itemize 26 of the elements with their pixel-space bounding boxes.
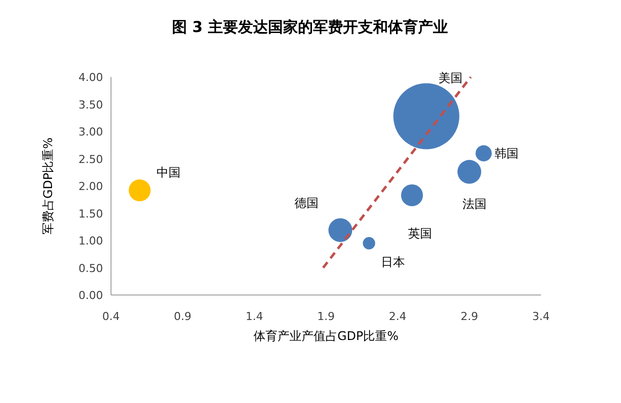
x-tick-label: 2.9 (460, 310, 478, 323)
x-tick-label: 1.9 (317, 310, 335, 323)
series-label: 日本 (381, 255, 405, 270)
x-tick-label: 1.4 (246, 310, 264, 323)
series-label: 美国 (438, 71, 462, 86)
y-tick-label: 4.00 (78, 71, 103, 84)
x-tick-label: 2.4 (388, 310, 406, 323)
series-label: 英国 (408, 226, 432, 240)
y-tick-label: 0.50 (78, 262, 103, 275)
y-tick-label: 2.50 (78, 152, 103, 166)
series-label: 中国 (156, 165, 181, 180)
series-label: 韩国 (494, 146, 519, 160)
y-tick-label: 3.00 (78, 126, 103, 138)
y-tick-label: 0.00 (78, 289, 103, 302)
series-label: 德国 (294, 196, 318, 210)
y-tick-label: 2.00 (78, 180, 103, 193)
series-label: 法国 (462, 196, 486, 211)
chart-title: 图 3 主要发达国家的军费开支和体育产业 (172, 18, 448, 36)
y-axis-title: 军费占GDP比重% (41, 137, 55, 235)
y-tick-label: 1.00 (78, 234, 103, 248)
x-tick-label: 3.4 (532, 310, 550, 323)
y-tick-label: 3.50 (78, 98, 103, 112)
x-tick-label: 0.4 (102, 310, 120, 323)
x-axis-title: 体育产业产值占GDP比重% (253, 329, 399, 343)
x-tick-label: 0.9 (174, 310, 192, 323)
y-tick-label: 1.50 (78, 207, 103, 220)
